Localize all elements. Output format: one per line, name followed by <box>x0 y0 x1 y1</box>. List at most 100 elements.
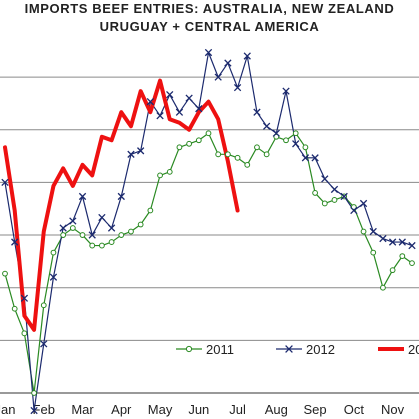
point-2012-36 <box>350 206 358 215</box>
point-2011-33 <box>321 200 328 207</box>
point-2012-17 <box>166 90 174 99</box>
x-tick-label-jul: Jul <box>229 402 246 417</box>
point-2012-0 <box>1 178 9 187</box>
point-2011-1 <box>11 305 18 312</box>
point-2012-2 <box>20 294 29 302</box>
point-2012-25 <box>243 52 251 60</box>
point-2012-24 <box>233 83 242 92</box>
point-2012-33 <box>321 175 329 183</box>
point-2012-29 <box>282 87 290 95</box>
x-tick-label-sep: Sep <box>304 402 327 417</box>
point-2011-31 <box>302 144 309 151</box>
point-2011-13 <box>128 228 134 235</box>
point-2012-1 <box>11 238 19 246</box>
point-2011-38 <box>370 249 377 256</box>
point-2011-14 <box>137 221 144 228</box>
point-2012-38 <box>369 227 377 236</box>
point-2012-40 <box>388 238 397 246</box>
point-2011-18 <box>176 144 183 151</box>
point-2012-19 <box>185 94 193 102</box>
point-2012-42 <box>408 241 416 250</box>
point-2011-42 <box>409 260 415 267</box>
point-2011-36 <box>350 204 357 210</box>
point-2012-39 <box>379 234 387 243</box>
point-2011-17 <box>166 168 173 175</box>
point-2011-25 <box>244 161 251 168</box>
point-2012-37 <box>359 199 368 208</box>
legend-label-2011: 2011 <box>206 342 234 357</box>
point-2011-34 <box>331 197 338 203</box>
point-2012-22 <box>214 73 222 81</box>
x-tick-label-feb: Feb <box>33 402 55 417</box>
point-2011-3 <box>31 390 37 396</box>
x-tick-label-oct: Oct <box>344 402 365 417</box>
point-2012-14 <box>137 147 145 155</box>
point-2012-34 <box>330 185 339 194</box>
point-2011-22 <box>215 151 222 158</box>
point-2011-8 <box>79 232 86 238</box>
point-2012-12 <box>117 192 125 201</box>
point-2012-15 <box>146 98 155 106</box>
x-tick-label-apr: Apr <box>111 402 132 417</box>
point-2012-20 <box>195 105 203 113</box>
point-2011-4 <box>40 302 47 309</box>
point-2011-27 <box>263 151 270 158</box>
point-2011-28 <box>273 133 280 140</box>
point-2012-8 <box>78 192 87 201</box>
point-2012-9 <box>88 231 96 239</box>
point-2012-11 <box>107 224 116 232</box>
point-2011-41 <box>399 253 406 260</box>
x-tick-label-may: May <box>148 402 173 417</box>
point-2011-23 <box>224 151 231 158</box>
point-2011-26 <box>254 144 260 151</box>
point-2012-31 <box>301 154 310 162</box>
x-tick-label-aug: Aug <box>265 402 288 417</box>
point-2012-35 <box>340 192 348 201</box>
series-markers <box>1 48 416 415</box>
point-2012-3 <box>30 406 38 415</box>
series-line-2013 <box>3 78 240 332</box>
point-2011-24 <box>234 154 241 161</box>
point-2011-29 <box>283 137 289 144</box>
point-2012-16 <box>156 112 164 120</box>
legend-marker-2012 <box>285 345 293 353</box>
legend: 2011 2012 2013 <box>176 342 419 357</box>
x-tick-label-mar: Mar <box>71 402 94 417</box>
point-2011-37 <box>360 228 367 235</box>
legend-label-2012: 2012 <box>306 342 335 357</box>
point-2012-21 <box>204 48 213 57</box>
point-2012-28 <box>272 129 280 137</box>
point-2011-0 <box>2 270 8 277</box>
point-2012-18 <box>175 108 184 116</box>
point-2012-4 <box>40 340 48 348</box>
point-2011-32 <box>312 190 318 196</box>
point-2011-11 <box>108 239 115 245</box>
point-2011-40 <box>389 267 396 274</box>
point-2012-32 <box>311 154 319 162</box>
point-2011-15 <box>147 207 154 214</box>
point-2012-41 <box>398 238 406 246</box>
point-2011-19 <box>186 140 193 147</box>
x-tick-label-nov: Nov <box>381 402 405 417</box>
point-2012-26 <box>253 108 261 116</box>
point-2012-7 <box>69 217 77 225</box>
point-2012-10 <box>98 213 106 222</box>
legend-label-2013: 2013 <box>408 342 419 357</box>
legend-marker-2011 <box>185 345 193 353</box>
point-2011-7 <box>69 225 76 231</box>
x-tick-label-jun: Jun <box>188 402 209 417</box>
point-2011-5 <box>50 249 57 256</box>
chart-title-line-1: IMPORTS BEEF ENTRIES: AUSTRALIA, NEW ZEA… <box>24 1 395 16</box>
point-2011-6 <box>60 232 67 238</box>
point-2012-27 <box>262 122 271 130</box>
point-2011-9 <box>89 242 96 249</box>
point-2011-12 <box>118 232 125 238</box>
point-2011-39 <box>380 284 386 291</box>
point-2012-23 <box>224 59 232 67</box>
x-axis: Jan Feb Mar Apr May Jun Jul Aug Sep Oct Nov <box>0 392 419 417</box>
point-2012-5 <box>49 273 58 281</box>
point-2011-21 <box>205 130 212 137</box>
x-tick-label-jan: Jan <box>0 402 15 417</box>
point-2012-13 <box>127 150 135 158</box>
